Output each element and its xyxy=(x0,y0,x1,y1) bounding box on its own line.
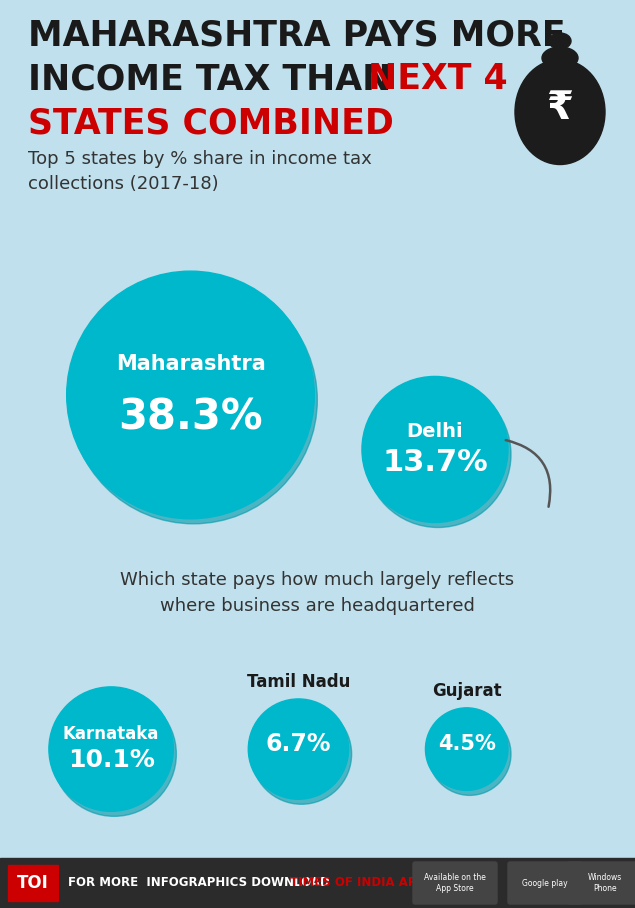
Text: ₹: ₹ xyxy=(547,89,573,127)
Circle shape xyxy=(67,271,314,518)
Text: Windows
Phone: Windows Phone xyxy=(588,873,622,893)
Text: Gujarat: Gujarat xyxy=(432,682,502,700)
Text: TIMES OF INDIA APP: TIMES OF INDIA APP xyxy=(290,876,425,890)
Bar xyxy=(0,858,635,908)
Text: FOR MORE  INFOGRAPHICS DOWNLOAD: FOR MORE INFOGRAPHICS DOWNLOAD xyxy=(68,876,334,890)
Circle shape xyxy=(362,377,508,522)
Text: 13.7%: 13.7% xyxy=(382,449,488,477)
Ellipse shape xyxy=(515,60,605,164)
Text: TOI: TOI xyxy=(17,874,49,892)
Text: MAHARASHTRA PAYS MORE: MAHARASHTRA PAYS MORE xyxy=(28,18,566,52)
Text: STATES COMBINED: STATES COMBINED xyxy=(28,106,394,140)
Text: Which state pays how much largely reflects
where business are headquartered: Which state pays how much largely reflec… xyxy=(121,570,514,615)
Text: Delhi: Delhi xyxy=(406,421,464,440)
Circle shape xyxy=(429,713,511,795)
Circle shape xyxy=(70,276,318,524)
Text: Maharashtra: Maharashtra xyxy=(116,354,265,374)
Circle shape xyxy=(251,704,352,804)
Text: NEXT 4: NEXT 4 xyxy=(368,62,507,96)
Circle shape xyxy=(365,381,511,528)
Ellipse shape xyxy=(549,33,571,49)
Text: Google play: Google play xyxy=(522,879,568,887)
Circle shape xyxy=(248,699,349,799)
FancyBboxPatch shape xyxy=(568,862,635,904)
FancyBboxPatch shape xyxy=(508,862,582,904)
Circle shape xyxy=(49,686,173,812)
Text: 4.5%: 4.5% xyxy=(438,734,496,755)
Text: Available on the
App Store: Available on the App Store xyxy=(424,873,486,893)
Text: Top 5 states by % share in income tax
collections (2017-18): Top 5 states by % share in income tax co… xyxy=(28,150,371,193)
Text: 6.7%: 6.7% xyxy=(265,732,331,756)
Text: INCOME TAX THAN: INCOME TAX THAN xyxy=(28,62,403,96)
Bar xyxy=(8,865,58,901)
Circle shape xyxy=(52,692,177,816)
Ellipse shape xyxy=(542,47,578,69)
FancyBboxPatch shape xyxy=(413,862,497,904)
Text: Tamil Nadu: Tamil Nadu xyxy=(247,673,350,691)
Circle shape xyxy=(425,708,508,790)
Text: 38.3%: 38.3% xyxy=(118,396,263,439)
Text: Karnataka: Karnataka xyxy=(63,725,159,743)
Text: 10.1%: 10.1% xyxy=(68,748,154,773)
